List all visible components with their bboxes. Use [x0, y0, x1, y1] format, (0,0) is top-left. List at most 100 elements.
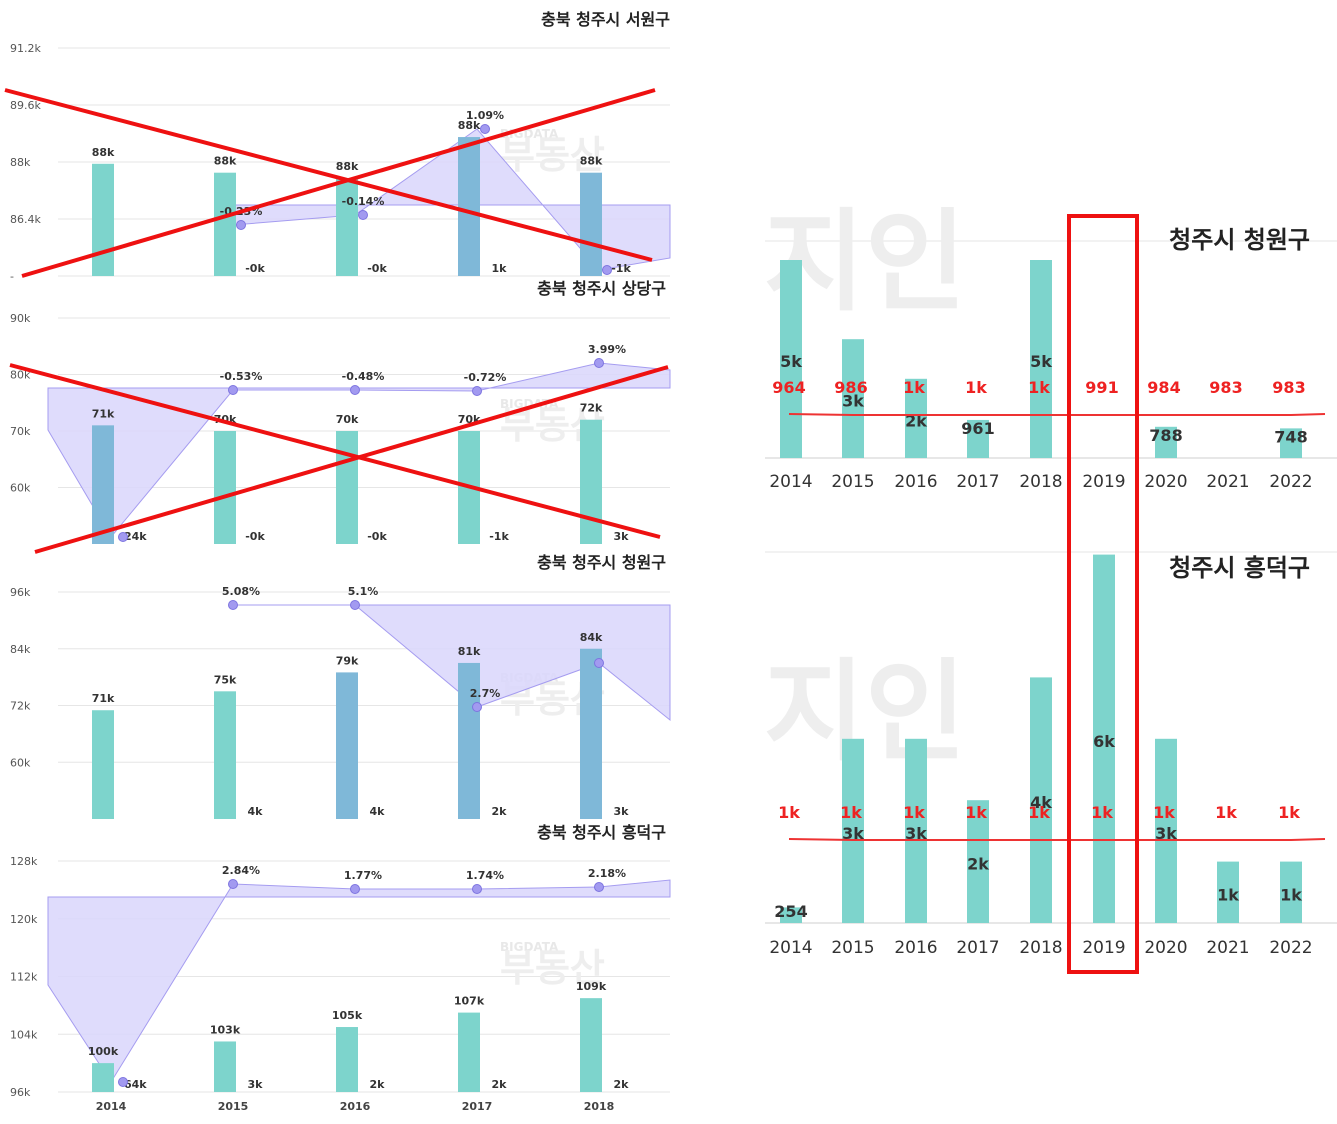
y-tick-label: 88k	[10, 156, 31, 169]
diff-label: 3k	[248, 1078, 264, 1091]
y-tick-label: 90k	[10, 312, 31, 325]
bar	[580, 172, 602, 276]
bar	[580, 998, 602, 1092]
bar-value-label: 81k	[458, 645, 481, 658]
bar-value-label: 3k	[842, 824, 864, 843]
bar	[92, 163, 114, 276]
x-tick-label: 2017	[956, 472, 999, 492]
bar	[92, 1063, 114, 1092]
change-point	[472, 884, 482, 894]
watermark-text: 부동산	[500, 946, 605, 990]
bar	[336, 178, 358, 276]
pct-label: -0.72%	[464, 371, 507, 384]
bar	[967, 419, 989, 458]
bar-value-label: 84k	[580, 631, 603, 644]
diff-label: 3k	[614, 805, 630, 818]
y-tick-label: 70k	[10, 425, 31, 438]
bar-value-label: 70k	[336, 413, 359, 426]
bar-value-label: 100k	[88, 1045, 119, 1058]
change-point	[228, 600, 238, 610]
panel-title: 청주시 흥덕구	[1169, 554, 1310, 582]
line-value-label: 1k	[778, 803, 800, 822]
bar	[905, 378, 927, 458]
x-tick-label: 2016	[340, 1100, 371, 1113]
x-tick-label: 2018	[584, 1100, 615, 1113]
bar-value-label: 107k	[454, 995, 485, 1008]
change-point	[602, 265, 612, 275]
bar	[1093, 554, 1115, 923]
bar-value-label: 5k	[1030, 352, 1052, 371]
change-point	[594, 658, 604, 668]
bar-value-label: 71k	[92, 407, 115, 420]
pct-label: 3.99%	[588, 343, 626, 356]
bar-value-label: 88k	[336, 160, 359, 173]
bar	[458, 1012, 480, 1092]
line-value-label: 1k	[1028, 378, 1050, 397]
y-tick-label: 120k	[10, 913, 38, 926]
change-point	[350, 385, 360, 395]
bar	[336, 672, 358, 819]
bar	[905, 738, 927, 923]
line-value-label: 1k	[965, 378, 987, 397]
line-value-label: 964	[772, 378, 805, 397]
bar-value-label: 2k	[905, 411, 927, 430]
bar-value-label: 88k	[458, 119, 481, 132]
change-point	[118, 532, 128, 542]
bar-value-label: 961	[961, 419, 994, 438]
line-value-label: 1k	[1153, 803, 1175, 822]
y-tick-label: 60k	[10, 756, 31, 769]
pct-label: 5.08%	[222, 585, 260, 598]
diff-label: -1k	[611, 262, 631, 275]
diff-label: 2k	[492, 1078, 508, 1091]
y-tick-label: 104k	[10, 1028, 38, 1041]
y-tick-label: 89.6k	[10, 99, 41, 112]
change-point	[358, 210, 368, 220]
change-point	[472, 702, 482, 712]
line-value-label: 1k	[1278, 803, 1300, 822]
diff-label: 3k	[614, 530, 630, 543]
bar-value-label: 79k	[336, 654, 359, 667]
diff-label: -0k	[367, 530, 387, 543]
bar	[92, 710, 114, 819]
bar-value-label: 4k	[1030, 793, 1052, 812]
x-tick-label: 2019	[1082, 472, 1125, 492]
bar	[214, 431, 236, 544]
x-tick-label: 2018	[1019, 472, 1062, 492]
panel-2: 충북 청주시 상당구90k80k70k60kBIGDATA부동산71k-24k7…	[9, 279, 671, 554]
x-tick-label: 2020	[1144, 472, 1187, 492]
y-tick-label: 96k	[10, 1086, 31, 1099]
panel-3: 충북 청주시 청원구96k84k72k60kBIGDATA부동산71k75k4k…	[10, 553, 671, 819]
diff-label: -0k	[245, 530, 265, 543]
bar	[1030, 260, 1052, 458]
bar	[780, 260, 802, 458]
bar-value-label: 788	[1149, 426, 1182, 445]
bar-value-label: 6k	[1093, 732, 1115, 751]
x-tick-label: 2014	[769, 938, 812, 958]
y-tick-label: 112k	[10, 971, 38, 984]
line-value-label: 986	[834, 378, 867, 397]
line-value-label: 1k	[1091, 803, 1113, 822]
y-tick-label: 80k	[10, 369, 31, 382]
x-tick-label: 2020	[1144, 938, 1187, 958]
x-tick-label: 2016	[894, 472, 937, 492]
change-area	[47, 879, 671, 1083]
watermark-text: BIGDATA	[500, 397, 559, 411]
panel-title: 충북 청주시 청원구	[537, 553, 666, 572]
bar	[214, 172, 236, 276]
line-value-label: 991	[1085, 378, 1118, 397]
change-area	[47, 362, 671, 538]
diff-label: -0k	[245, 262, 265, 275]
panel-4: 충북 청주시 흥덕구128k120k112k104k96kBIGDATA부동산1…	[10, 823, 671, 1113]
bar-value-label: 254	[774, 902, 807, 921]
bar-value-label: 3k	[905, 824, 927, 843]
y-tick-label: 60k	[10, 482, 31, 495]
y-tick-label: 84k	[10, 643, 31, 656]
line-value-label: 1k	[903, 803, 925, 822]
pct-label: 2.84%	[222, 864, 260, 877]
pct-label: -0.48%	[342, 370, 385, 383]
bar-value-label: 103k	[210, 1023, 241, 1036]
line-value-label: 984	[1147, 378, 1180, 397]
bar	[842, 738, 864, 923]
diff-label: 4k	[370, 805, 386, 818]
